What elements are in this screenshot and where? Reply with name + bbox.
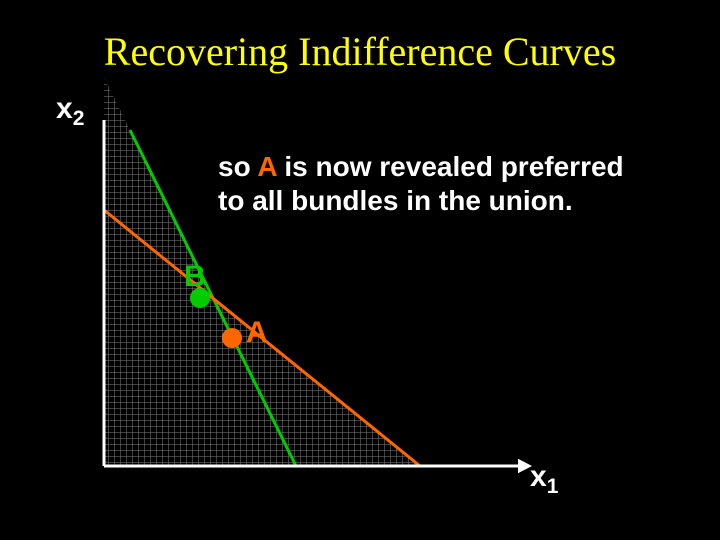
point-label-b: B — [184, 260, 206, 294]
point-label-a: A — [246, 316, 268, 350]
slide: Recovering Indifference Curves x2 x1 so … — [0, 0, 720, 540]
chart-svg — [0, 0, 720, 540]
